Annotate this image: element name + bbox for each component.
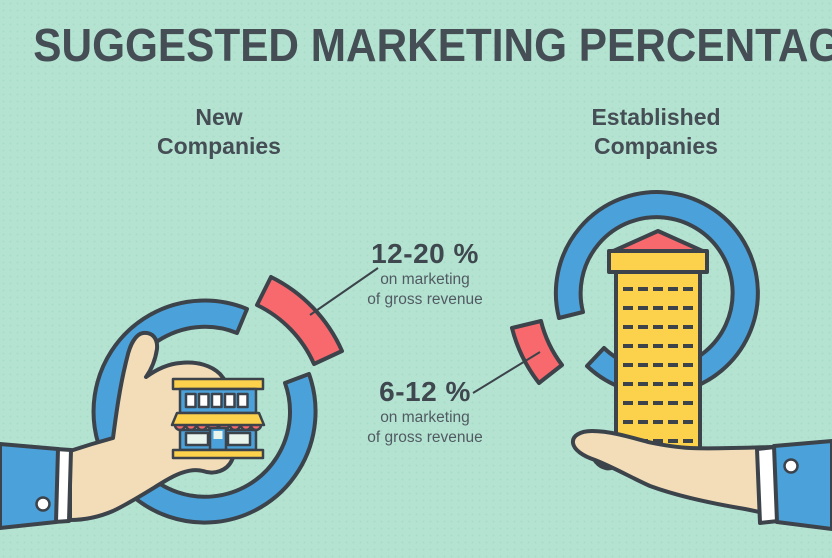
shop-door-transom bbox=[213, 431, 223, 439]
right-cuff-button bbox=[783, 458, 799, 474]
left-cuff-button bbox=[35, 496, 51, 512]
leader-line-6-12 bbox=[472, 351, 541, 394]
office-tower-icon bbox=[607, 229, 709, 470]
shop-window bbox=[197, 392, 210, 409]
heading-new-companies: New Companies bbox=[157, 104, 281, 159]
right-sleeve bbox=[772, 439, 832, 531]
annotation-range: 12-20 % bbox=[371, 238, 479, 269]
left-sleeve bbox=[0, 442, 60, 530]
annotation-established-companies: 6-12 % on marketing of gross revenue bbox=[340, 376, 510, 448]
shop-window bbox=[223, 392, 236, 409]
highlight-arc-6-12 bbox=[510, 319, 564, 385]
heading-established-companies: Established Companies bbox=[591, 104, 721, 159]
ring-gauge-left bbox=[91, 298, 318, 525]
new-companies-figure bbox=[0, 267, 379, 530]
shop-icon bbox=[170, 377, 266, 460]
shop-cornice bbox=[171, 377, 265, 391]
shop-window bbox=[184, 431, 210, 447]
shop-window bbox=[226, 431, 252, 447]
annotation-new-companies: 12-20 % on marketing of gross revenue bbox=[340, 238, 510, 310]
tower-cap bbox=[607, 249, 709, 274]
highlight-arc-12-20 bbox=[255, 275, 344, 366]
annotation-line1: on marketing bbox=[380, 409, 470, 426]
shop-window bbox=[210, 392, 223, 409]
ring-gauge-right bbox=[553, 190, 760, 397]
annotation-line1: on marketing bbox=[380, 271, 470, 288]
open-hand-icon bbox=[570, 429, 774, 517]
shop-base bbox=[171, 448, 265, 460]
established-companies-figure bbox=[472, 190, 832, 531]
annotation-line2: of gross revenue bbox=[367, 429, 483, 447]
shop-window bbox=[236, 392, 249, 409]
leader-line-12-20 bbox=[309, 267, 379, 316]
shop-awning bbox=[170, 411, 266, 427]
annotation-range: 6-12 % bbox=[379, 376, 471, 407]
annotation-line2: of gross revenue bbox=[367, 291, 483, 309]
tower-window-rows bbox=[623, 287, 693, 443]
shop-window bbox=[184, 392, 197, 409]
page-title: SUGGESTED MARKETING PERCENTAGE bbox=[33, 19, 832, 71]
